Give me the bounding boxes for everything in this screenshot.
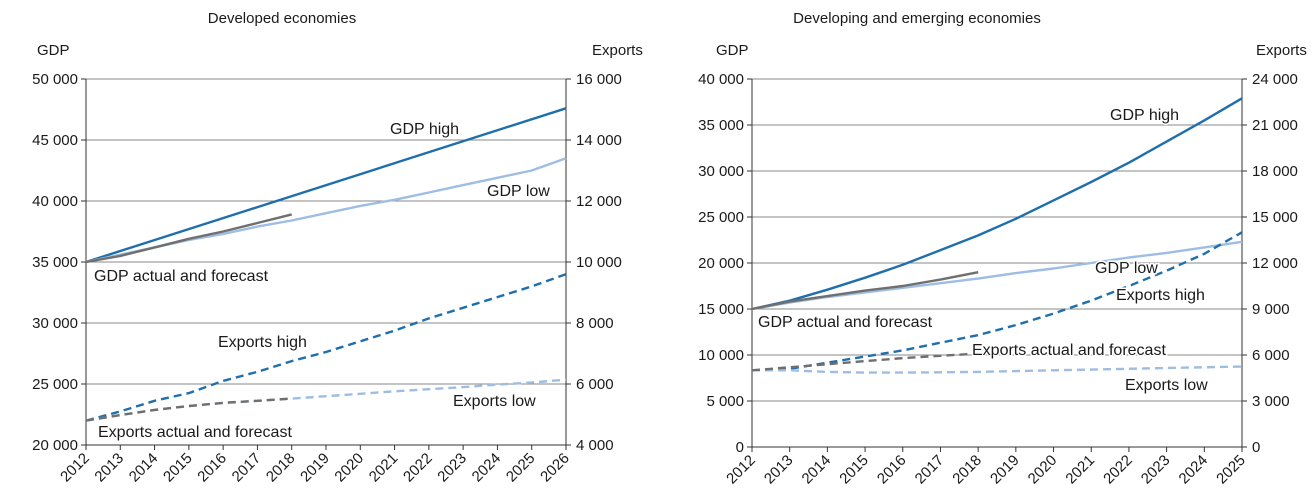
left-tick-label: 25 000 xyxy=(698,209,744,226)
series-label-gdp-high: GDP high xyxy=(390,121,459,138)
series-line-exports-high xyxy=(85,273,567,422)
series-label-exports-low: Exports low xyxy=(1125,377,1208,394)
right-tick-label: 21 000 xyxy=(1252,117,1298,134)
x-tick-label: 2015 xyxy=(160,450,196,486)
series-line-gdp-high xyxy=(85,107,567,264)
left-tick-label: 50 000 xyxy=(32,71,78,88)
x-tick-label: 2012 xyxy=(57,450,93,486)
x-tick-label: 2020 xyxy=(331,450,367,486)
series-label-gdp-actual-and-forecast: GDP actual and forecast xyxy=(94,268,269,285)
chart-panel-2: Developing and emerging economies GDP Expo… xyxy=(698,10,1307,487)
left-tick-label: 30 000 xyxy=(698,163,744,180)
right-tick-label: 3 000 xyxy=(1252,393,1290,410)
series-line-gdp-high xyxy=(751,97,1243,311)
left-tick-label: 45 000 xyxy=(32,132,78,149)
right-tick-label: 18 000 xyxy=(1252,163,1298,180)
x-tick-label: 2014 xyxy=(126,450,162,486)
x-tick-label: 2018 xyxy=(949,452,985,488)
series-label-exports-actual-and-forecast: Exports actual and forecast xyxy=(972,342,1166,359)
right-tick-label: 12 000 xyxy=(1252,255,1298,272)
left-tick-label: 20 000 xyxy=(32,437,78,454)
series-label-exports-high: Exports high xyxy=(1116,287,1205,304)
series-line-gdp-actual-and-forecast xyxy=(751,271,979,311)
right-tick-label: 14 000 xyxy=(576,132,622,149)
left-tick-label: 20 000 xyxy=(698,255,744,272)
x-tick-label: 2022 xyxy=(400,450,436,486)
left-axis-label: GDP xyxy=(716,42,749,59)
series-label-exports-high: Exports high xyxy=(218,334,307,351)
x-tick-label: 2023 xyxy=(1138,452,1174,488)
x-tick-label: 2025 xyxy=(503,450,539,486)
left-tick-label: 35 000 xyxy=(698,117,744,134)
x-tick-label: 2021 xyxy=(366,450,402,486)
x-tick-label: 2015 xyxy=(836,452,872,488)
x-tick-label: 2016 xyxy=(874,452,910,488)
left-tick-label: 40 000 xyxy=(32,193,78,210)
left-tick-label: 10 000 xyxy=(698,347,744,364)
x-tick-label: 2021 xyxy=(1062,452,1098,488)
chart-panel-1: Developed economies GDP Exports 20 000 25 00… xyxy=(32,10,643,485)
x-tick-label: 2024 xyxy=(1176,452,1212,488)
left-axis-label: GDP xyxy=(37,42,70,59)
series-line-exports-high xyxy=(751,231,1243,372)
series-label-gdp-actual-and-forecast: GDP actual and forecast xyxy=(758,314,933,331)
series-line-exports-actual-and-forecast xyxy=(751,352,979,372)
x-tick-label: 2022 xyxy=(1100,452,1136,488)
x-tick-label: 2018 xyxy=(263,450,299,486)
series-line-exports-low xyxy=(752,365,1243,374)
left-tick-label: 40 000 xyxy=(698,71,744,88)
x-tick-label: 2013 xyxy=(91,450,127,486)
right-tick-label: 6 000 xyxy=(1252,347,1290,364)
x-tick-label: 2017 xyxy=(912,452,948,488)
right-tick-label: 10 000 xyxy=(576,254,622,271)
right-tick-label: 15 000 xyxy=(1252,209,1298,226)
series-label-gdp-high: GDP high xyxy=(1110,107,1179,124)
x-tick-label: 2020 xyxy=(1025,452,1061,488)
right-tick-label: 16 000 xyxy=(576,71,622,88)
right-axis-label: Exports xyxy=(592,42,643,59)
x-tick-label: 2017 xyxy=(229,450,265,486)
chart-title: Developed economies xyxy=(208,10,356,27)
chart-title: Developing and emerging economies xyxy=(793,10,1041,27)
x-tick-label: 2019 xyxy=(987,452,1023,488)
right-tick-label: 8 000 xyxy=(576,315,614,332)
left-tick-label: 30 000 xyxy=(32,315,78,332)
x-tick-label: 2012 xyxy=(723,452,759,488)
right-tick-label: 4 000 xyxy=(576,437,614,454)
x-tick-label: 2025 xyxy=(1213,452,1249,488)
left-tick-label: 25 000 xyxy=(32,376,78,393)
right-tick-label: 24 000 xyxy=(1252,71,1298,88)
x-tick-label: 2026 xyxy=(537,450,573,486)
x-tick-label: 2024 xyxy=(469,450,505,486)
x-tick-label: 2023 xyxy=(434,450,470,486)
series-label-gdp-low: GDP low xyxy=(487,183,550,200)
left-tick-label: 35 000 xyxy=(32,254,78,271)
x-tick-label: 2019 xyxy=(297,450,333,486)
right-tick-label: 6 000 xyxy=(576,376,614,393)
left-tick-label: 0 xyxy=(736,439,744,456)
right-tick-label: 12 000 xyxy=(576,193,622,210)
right-tick-label: 0 xyxy=(1252,439,1260,456)
x-tick-label: 2013 xyxy=(761,452,797,488)
left-tick-label: 15 000 xyxy=(698,301,744,318)
series-line-exports-actual-and-forecast xyxy=(85,397,292,422)
x-tick-label: 2016 xyxy=(194,450,230,486)
x-tick-label: 2014 xyxy=(799,452,835,488)
series-label-exports-actual-and-forecast: Exports actual and forecast xyxy=(98,424,292,441)
left-tick-label: 5 000 xyxy=(706,393,744,410)
right-axis-label: Exports xyxy=(1256,42,1307,59)
right-tick-label: 9 000 xyxy=(1252,301,1290,318)
series-label-gdp-low: GDP low xyxy=(1095,260,1158,277)
series-label-exports-low: Exports low xyxy=(453,393,536,410)
series-line-gdp-actual-and-forecast xyxy=(85,213,292,264)
